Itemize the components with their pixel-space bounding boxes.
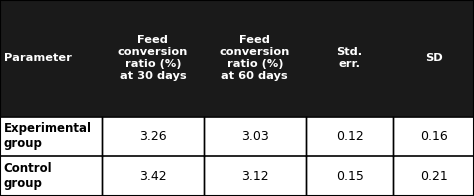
Bar xyxy=(0,156,474,196)
Text: Experimental
group: Experimental group xyxy=(4,122,92,151)
Text: 3.03: 3.03 xyxy=(241,130,269,143)
Text: Feed
conversion
ratio (%)
at 60 days: Feed conversion ratio (%) at 60 days xyxy=(219,35,290,81)
Text: Std.
err.: Std. err. xyxy=(337,47,363,69)
Text: 0.16: 0.16 xyxy=(420,130,447,143)
Text: 3.26: 3.26 xyxy=(139,130,167,143)
Text: 0.15: 0.15 xyxy=(336,170,364,183)
Bar xyxy=(0,0,474,117)
Text: Parameter: Parameter xyxy=(4,53,72,63)
Text: Feed
conversion
ratio (%)
at 30 days: Feed conversion ratio (%) at 30 days xyxy=(118,35,188,81)
Text: Control
group: Control group xyxy=(4,162,53,190)
Text: 0.12: 0.12 xyxy=(336,130,364,143)
Text: 3.12: 3.12 xyxy=(241,170,269,183)
Text: SD: SD xyxy=(425,53,443,63)
Bar xyxy=(0,117,474,156)
Text: 3.42: 3.42 xyxy=(139,170,167,183)
Text: 0.21: 0.21 xyxy=(420,170,447,183)
